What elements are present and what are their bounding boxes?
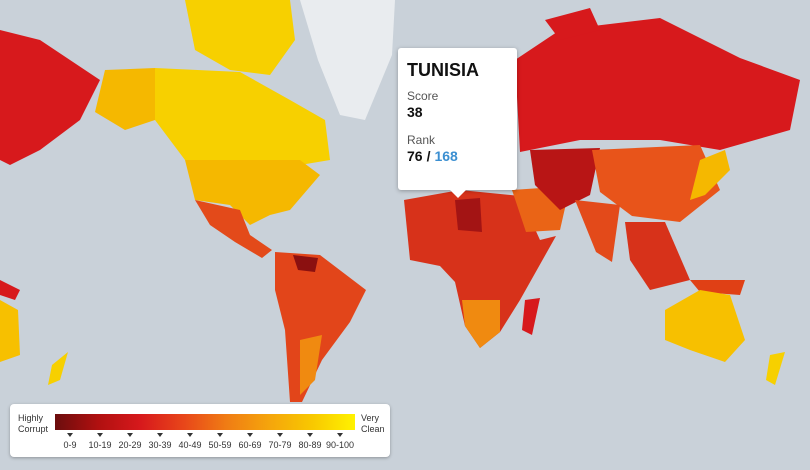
country[interactable] <box>0 300 20 362</box>
country[interactable] <box>185 160 320 225</box>
legend-low: Highly Corrupt <box>18 413 49 434</box>
country[interactable] <box>530 148 600 210</box>
country[interactable] <box>515 18 800 152</box>
rank-label: Rank <box>407 133 436 147</box>
country[interactable] <box>522 298 540 335</box>
bin-label: 50-59 <box>205 433 235 450</box>
country[interactable] <box>155 68 330 165</box>
score-label: Score <box>407 89 439 103</box>
bin-label: 30-39 <box>145 433 175 450</box>
bin-label: 70-79 <box>265 433 295 450</box>
country[interactable] <box>690 150 730 200</box>
country[interactable] <box>185 0 295 75</box>
country[interactable] <box>48 352 68 385</box>
bin-label: 80-89 <box>295 433 325 450</box>
bin-label: 10-19 <box>85 433 115 450</box>
bin-label: 40-49 <box>175 433 205 450</box>
country[interactable] <box>300 0 395 120</box>
country[interactable] <box>592 145 720 222</box>
country[interactable] <box>300 335 322 395</box>
total: 168 <box>434 148 458 164</box>
country[interactable] <box>0 30 100 165</box>
country[interactable] <box>625 222 690 290</box>
bin-label: 90-100 <box>325 433 355 450</box>
country[interactable] <box>404 190 556 348</box>
country[interactable] <box>275 252 366 402</box>
country[interactable] <box>195 200 272 258</box>
rank-value: 76/168 <box>407 148 462 164</box>
country[interactable] <box>545 8 600 40</box>
country[interactable] <box>575 200 620 262</box>
country[interactable] <box>95 68 155 130</box>
legend: Highly Corrupt Very Clean 0-9 10-19 20-29 3… <box>10 404 390 457</box>
country[interactable] <box>665 290 745 362</box>
country[interactable] <box>455 198 482 232</box>
country[interactable] <box>462 300 500 348</box>
country[interactable] <box>293 255 318 272</box>
separator: / <box>426 148 431 164</box>
country[interactable] <box>0 280 20 300</box>
score-value: 38 <box>407 104 423 120</box>
bin-labels: 0-9 10-19 20-29 30-39 40-49 50-59 60-69 70-79 80… <box>55 433 355 450</box>
country[interactable] <box>766 352 785 385</box>
bin-label: 0-9 <box>55 433 85 450</box>
legend-high: Very Clean <box>361 413 385 434</box>
bin-label: 20-29 <box>115 433 145 450</box>
bin-label: 60-69 <box>235 433 265 450</box>
tooltip: TUNISIA Score 38 Rank 76/168 <box>398 48 517 198</box>
color-scale <box>55 414 355 430</box>
country-name: TUNISIA <box>407 60 479 80</box>
rank: 76 <box>407 148 423 164</box>
